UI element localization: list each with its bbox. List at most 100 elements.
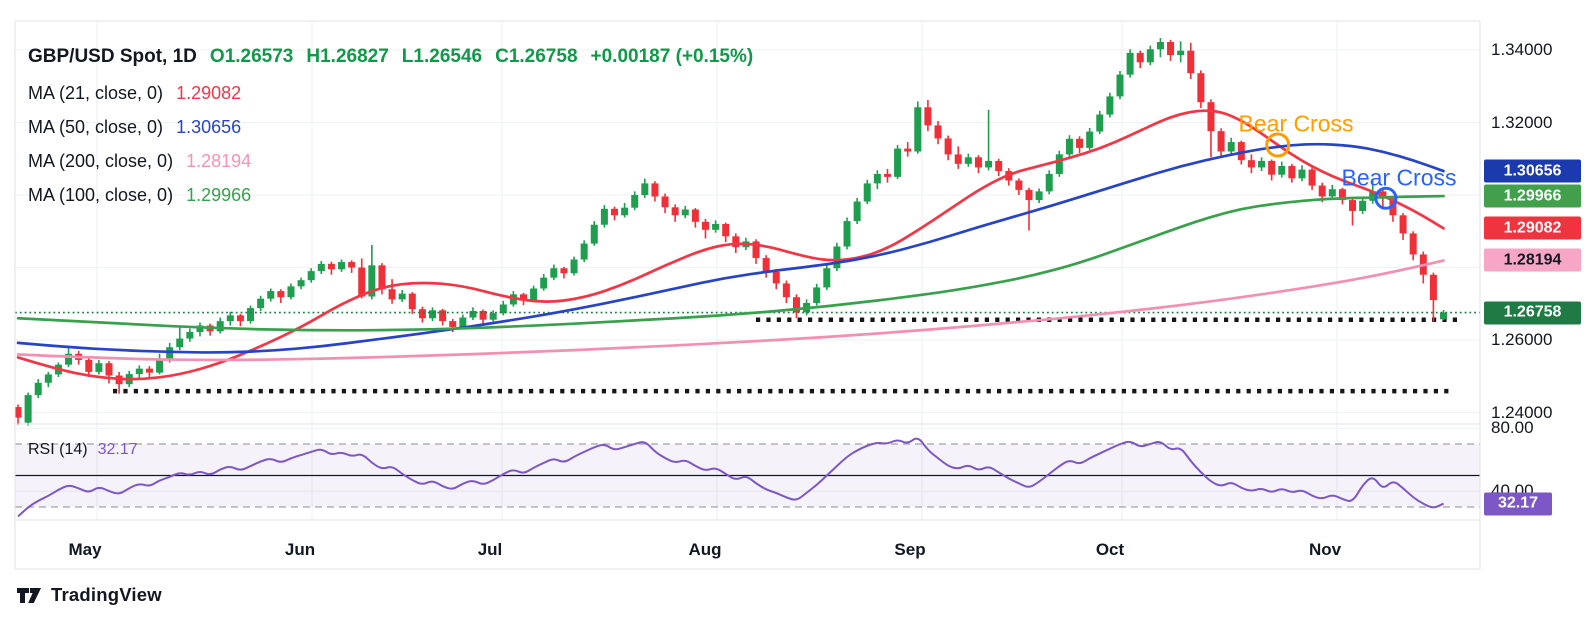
candle-body — [1167, 42, 1175, 56]
candle-body — [297, 280, 305, 287]
candle-body — [65, 353, 73, 365]
ma-line-200 — [16, 259, 1445, 362]
candle-body — [590, 224, 598, 244]
ma-legend: MA (21, close, 0) 1.29082 MA (50, close, 0… — [28, 76, 753, 212]
candle-body — [166, 347, 174, 361]
candle-body — [14, 407, 22, 418]
ma-legend-row-2[interactable]: MA (50, close, 0) 1.30656 — [28, 110, 753, 144]
ma-legend-value: 1.30656 — [176, 117, 242, 137]
bear-cross-label-2: Bear Cross — [1341, 164, 1457, 191]
tradingview-logo[interactable]: TradingView — [16, 584, 162, 606]
candle-body — [1298, 169, 1306, 179]
candle-body — [550, 268, 558, 278]
price-badge-ma-50: 1.30656 — [1484, 159, 1581, 183]
ma-legend-row-3[interactable]: MA (200, close, 0) 1.28194 — [28, 144, 753, 178]
bear-cross-circle-1 — [1265, 132, 1291, 158]
ohlc-c: C1.26758 — [495, 46, 578, 67]
candle-body — [1268, 160, 1276, 175]
candle-body — [1086, 131, 1094, 148]
candle-body — [752, 241, 760, 259]
candle-body — [307, 271, 315, 281]
candle-body — [792, 297, 800, 313]
candle-body — [1015, 180, 1023, 190]
candle-body — [338, 262, 346, 270]
candle-body — [358, 267, 366, 297]
candle-body — [327, 263, 335, 270]
candle-body — [530, 288, 538, 301]
candle-body — [459, 317, 467, 327]
candle-body — [388, 289, 396, 300]
candle-body — [1106, 96, 1114, 115]
candle-body — [701, 221, 709, 230]
candle-body — [560, 268, 568, 274]
change-value: +0.00187 (+0.15%) — [590, 46, 754, 67]
price-badge-ma-100: 1.29966 — [1484, 184, 1581, 208]
ohlc-o: O1.26573 — [209, 46, 294, 67]
ohlc-l: L1.26546 — [401, 46, 483, 67]
candle-body — [853, 201, 861, 222]
candle-body — [883, 173, 891, 177]
ma-legend-value: 1.28194 — [186, 151, 252, 171]
candle-body — [944, 138, 952, 155]
time-axis-month-jun: Jun — [284, 540, 316, 559]
price-badge-ma-21: 1.29082 — [1484, 216, 1581, 240]
candle-body — [691, 209, 699, 222]
candle-body — [722, 224, 730, 237]
candle-body — [479, 311, 487, 320]
ma-legend-value: 1.29082 — [176, 83, 242, 103]
candle-body — [1288, 166, 1296, 179]
ohlc-h: H1.26827 — [306, 46, 389, 67]
candle-body — [954, 154, 962, 164]
symbol-legend[interactable]: GBP/USD Spot, 1D O1.26573 H1.26827 L1.26546… — [28, 46, 753, 212]
candle-body — [1278, 166, 1286, 175]
candle-body — [216, 321, 224, 332]
ma-legend-row-4[interactable]: MA (100, close, 0) 1.29966 — [28, 178, 753, 212]
candle-body — [732, 236, 740, 248]
candle-body — [85, 359, 93, 372]
candle-body — [408, 293, 416, 310]
candle-body — [1116, 74, 1124, 97]
candle-body — [1126, 52, 1134, 75]
candle-body — [1146, 49, 1154, 63]
tradingview-logo-text: TradingView — [51, 584, 162, 605]
candle-body — [439, 310, 447, 322]
candle-body — [398, 293, 406, 300]
ma-legend-label: MA (21, close, 0) — [28, 83, 164, 103]
candle-body — [24, 395, 32, 423]
candle-body — [580, 243, 588, 260]
candle-body — [418, 309, 426, 319]
candle-body — [378, 265, 386, 290]
candle-body — [489, 313, 497, 320]
candle-body — [1217, 131, 1225, 152]
price-axis-label: 1.32000 — [1491, 112, 1553, 132]
candle-body — [833, 246, 841, 269]
candle-body — [610, 208, 618, 216]
symbol-ohlc-row[interactable]: GBP/USD Spot, 1D O1.26573 H1.26827 L1.26546… — [28, 46, 753, 68]
rsi-legend[interactable]: RSI (14) 32.17 — [28, 441, 138, 459]
rsi-line — [17, 437, 1444, 518]
price-axis-label: 1.24000 — [1491, 402, 1553, 422]
symbol-title: GBP/USD Spot, 1D — [28, 46, 197, 67]
ma-line-50 — [16, 142, 1445, 354]
candle-body — [1338, 189, 1346, 201]
candle-body — [267, 291, 275, 299]
candle-body — [1308, 169, 1316, 186]
time-axis-month-jul: Jul — [477, 540, 503, 559]
candle-body — [348, 262, 356, 268]
candle-body — [1096, 114, 1104, 132]
candle-body — [904, 148, 912, 152]
candle-body — [641, 183, 649, 195]
candle-body — [1349, 200, 1357, 211]
candle-body — [843, 221, 851, 247]
ma-legend-row-1[interactable]: MA (21, close, 0) 1.29082 — [28, 76, 753, 110]
candle-body — [1409, 233, 1417, 255]
candle-body — [661, 196, 669, 208]
candle-body — [1359, 200, 1367, 211]
candle-body — [368, 265, 376, 297]
price-badge-last-price: 1.26758 — [1484, 301, 1581, 325]
candle-body — [226, 315, 234, 322]
candle-body — [1076, 138, 1084, 148]
rsi-value: 32.17 — [97, 441, 138, 458]
